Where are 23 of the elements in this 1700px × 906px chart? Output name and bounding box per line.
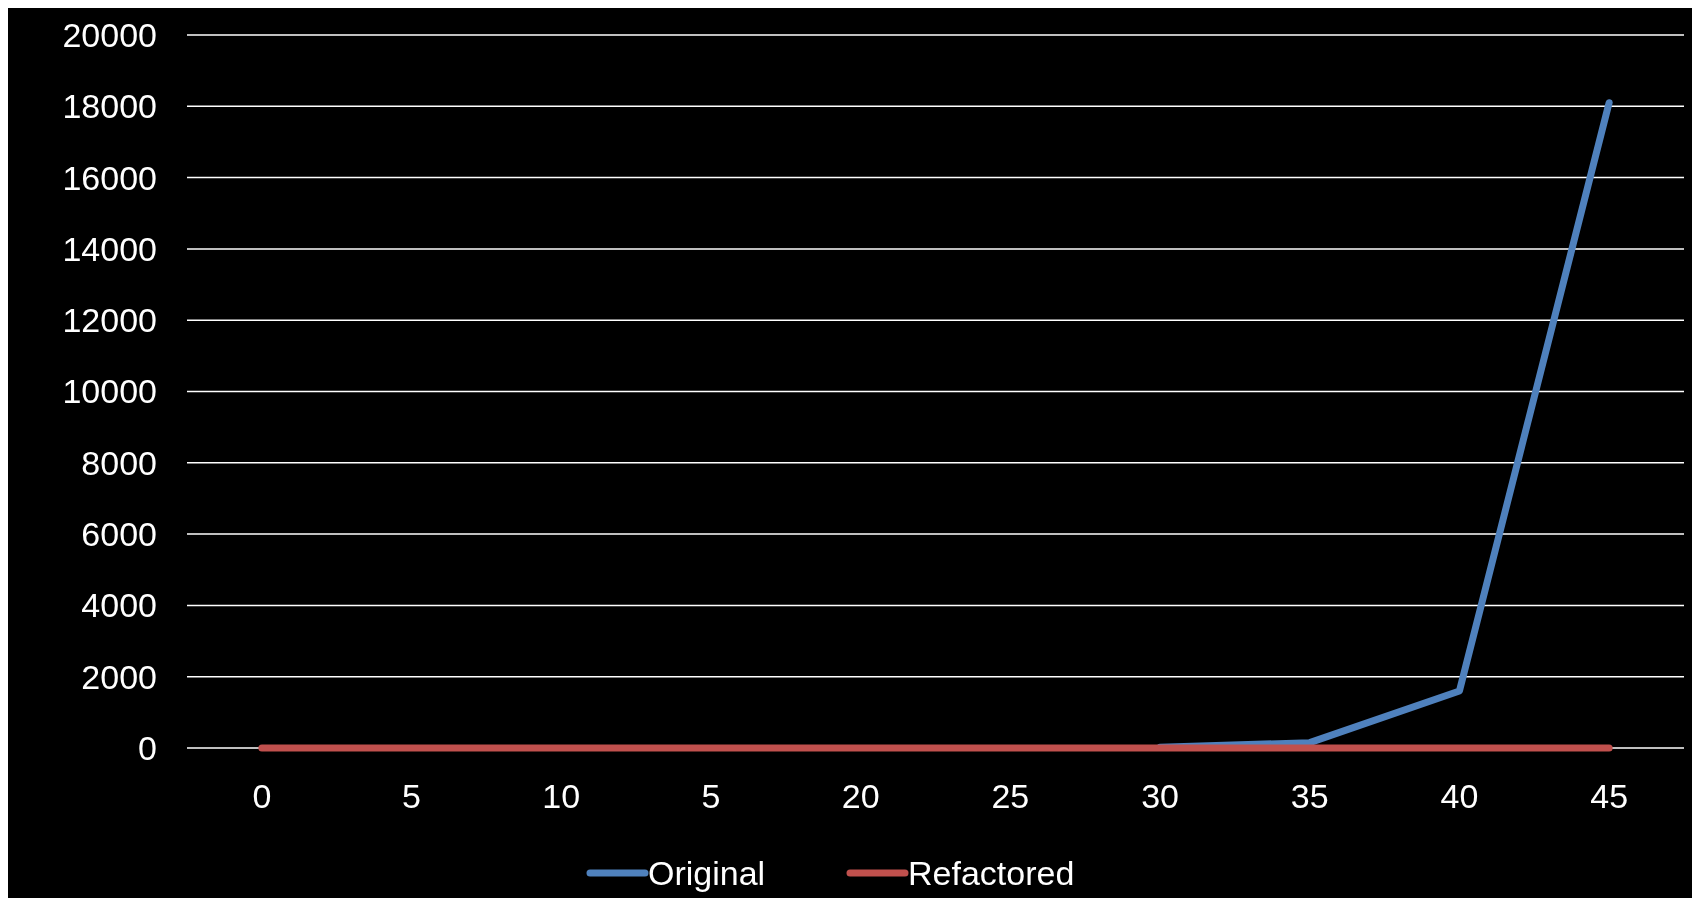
y-tick-label: 18000 bbox=[62, 87, 157, 126]
y-tick-label: 20000 bbox=[62, 15, 157, 54]
x-tick-label: 10 bbox=[542, 777, 581, 815]
y-tick-label: 4000 bbox=[81, 586, 157, 625]
y-tick-label: 8000 bbox=[81, 443, 157, 482]
y-tick-label: 10000 bbox=[62, 372, 157, 411]
x-tick-label: 30 bbox=[1141, 777, 1179, 815]
y-tick-label: 6000 bbox=[81, 515, 157, 553]
x-tick-label: 5 bbox=[701, 777, 721, 815]
x-tick-label: 20 bbox=[841, 777, 880, 815]
x-tick-label: 45 bbox=[1590, 777, 1629, 815]
legend-label: Original bbox=[648, 853, 766, 892]
x-tick-label: 35 bbox=[1290, 777, 1329, 815]
y-tick-label: 14000 bbox=[62, 229, 157, 268]
x-tick-label: 0 bbox=[252, 777, 272, 815]
y-tick-label: 2000 bbox=[81, 657, 157, 696]
x-tick-label: 25 bbox=[991, 777, 1030, 815]
legend-label: Refactored bbox=[908, 853, 1075, 892]
y-tick-label: 0 bbox=[138, 728, 157, 767]
y-tick-label: 16000 bbox=[62, 158, 157, 197]
x-tick-label: 40 bbox=[1440, 777, 1479, 815]
x-tick-label: 5 bbox=[402, 777, 422, 815]
y-tick-label: 12000 bbox=[62, 301, 157, 340]
